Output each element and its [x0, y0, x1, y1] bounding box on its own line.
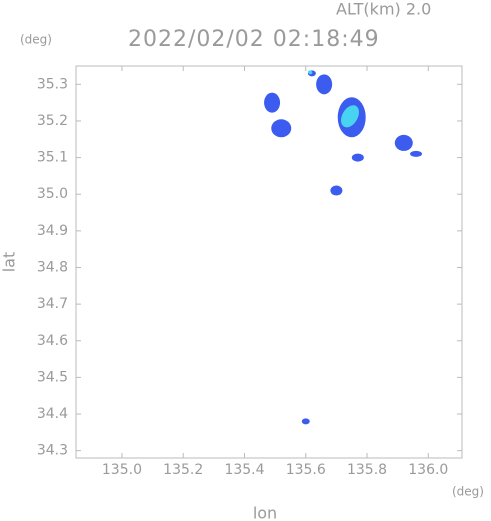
y-tick-label: 35.2: [37, 113, 68, 129]
y-tick-label: 34.9: [37, 223, 68, 239]
echo-cell: [301, 418, 310, 425]
plot-frame: [75, 65, 463, 459]
y-tick-label: 34.5: [37, 369, 68, 385]
y-tick-label: 35.0: [37, 186, 68, 202]
echo-cell: [271, 119, 292, 138]
echo-cell: [394, 134, 413, 151]
x-tick-label: 135.4: [224, 462, 264, 478]
x-axis-label: lon: [253, 504, 277, 521]
echo-core: [341, 105, 359, 128]
y-tick-label: 34.3: [37, 443, 68, 459]
y-tick-label: 34.6: [37, 333, 68, 349]
echo-cell: [330, 185, 343, 196]
echo-cell: [264, 92, 281, 113]
x-unit: (deg): [452, 485, 484, 499]
chart-title: 2022/02/02 02:18:49: [128, 27, 380, 52]
y-tick-label: 34.4: [37, 406, 68, 422]
echo-core: [308, 70, 313, 75]
echo-cell: [351, 153, 364, 162]
y-tick-label: 34.8: [37, 259, 68, 275]
y-tick-label: 35.1: [37, 150, 68, 166]
x-tick-label: 135.6: [286, 462, 326, 478]
x-tick-label: 135.2: [163, 462, 203, 478]
y-tick-label: 35.3: [37, 76, 68, 92]
y-axis-label: lat: [0, 252, 19, 273]
y-unit: (deg): [20, 33, 52, 47]
y-tick-label: 34.7: [37, 296, 68, 312]
echo-cell: [410, 150, 423, 157]
x-tick-label: 136.0: [408, 462, 448, 478]
x-tick-label: 135.0: [102, 462, 142, 478]
x-tick-label: 135.8: [347, 462, 387, 478]
echo-cell: [316, 74, 333, 95]
altitude-label: ALT(km) 2.0: [336, 0, 431, 19]
